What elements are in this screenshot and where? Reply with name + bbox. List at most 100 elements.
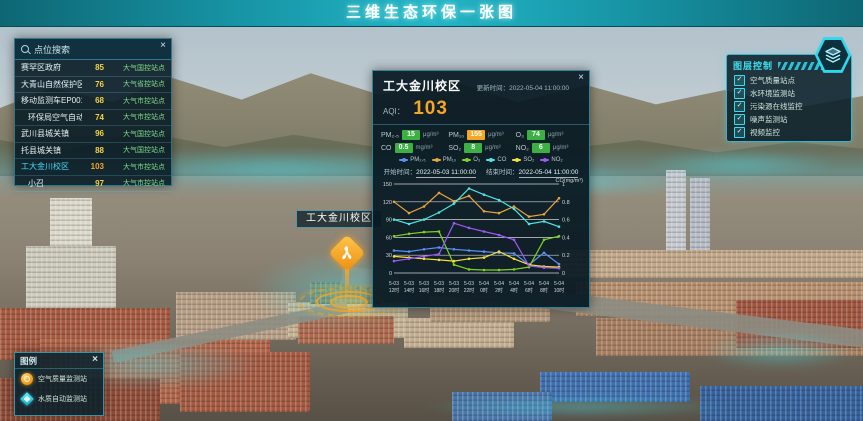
chart-legend-item[interactable]: NO₂: [540, 157, 563, 163]
layer-item[interactable]: ✓ 水环境监测站: [727, 87, 851, 100]
station-list: 赛罕区政府 85 大气国控站点 大青山自然保护区 76 大气省控站点移动监测车EP001 6…: [15, 60, 171, 192]
close-icon[interactable]: ×: [160, 40, 166, 51]
svg-text:5-03: 5-03: [419, 281, 429, 287]
popup-header: 工大金川校区 更新时间：2022-05-04 11:00:00 ×: [373, 71, 589, 96]
station-list-item[interactable]: 移动监测车EP001 68 大气市控站点: [15, 93, 171, 110]
pollutant-label: PM₁₀: [448, 131, 465, 139]
pollutant-trend-chart[interactable]: 0 30 60 90 120 150 0 0.2 0.4 0.6 0.8 1 CO(mg/m³) 5-03…: [373, 177, 589, 304]
pollutant-value-chip: 155: [467, 130, 486, 140]
station-type: 大气市控站点: [123, 163, 165, 171]
layer-item[interactable]: ✓ 污染源在线监控: [727, 100, 851, 113]
legend-item: 水质自动监测站: [15, 389, 103, 409]
station-list-item[interactable]: 工大金川校区 103 大气市控站点: [15, 159, 171, 176]
svg-text:5-04: 5-04: [494, 281, 504, 287]
layer-label: 污染源在线监控: [750, 102, 803, 111]
svg-text:14时: 14时: [404, 287, 415, 294]
svg-text:0.2: 0.2: [562, 253, 570, 259]
legend-items: 空气质量监测站 水质自动监测站: [15, 369, 103, 409]
legend-panel-title: 图例: [20, 355, 38, 366]
pollutant-unit: mg/m³: [415, 145, 433, 151]
building: [298, 316, 394, 344]
chart-legend-item[interactable]: PM₁₀: [431, 157, 456, 163]
legend-marker: [431, 158, 441, 162]
station-name: 大青山自然保护区: [21, 79, 82, 89]
building: [540, 372, 690, 402]
svg-text:5-04: 5-04: [509, 281, 519, 287]
svg-text:5-03: 5-03: [464, 281, 474, 287]
station-name: 移动监测车EP001: [21, 96, 82, 106]
svg-text:5-04: 5-04: [539, 281, 549, 287]
chart-legend-item[interactable]: O₃: [462, 157, 480, 163]
station-aqi-value: 96: [95, 129, 104, 139]
close-icon[interactable]: ×: [92, 354, 98, 365]
legend-marker: [540, 158, 550, 162]
checkbox-checked-icon[interactable]: ✓: [734, 88, 745, 99]
station-list-item[interactable]: 托县城关镇 88 大气国控站点: [15, 143, 171, 159]
pollutant-label: PM₂.₅: [381, 131, 399, 139]
cyan-glow: [420, 396, 740, 418]
pollutant-value-chip: 6: [531, 143, 550, 153]
svg-text:0.6: 0.6: [562, 218, 570, 224]
svg-text:0.4: 0.4: [562, 235, 570, 241]
close-icon[interactable]: ×: [578, 72, 584, 83]
pollutant-value-chip: 0.5: [394, 143, 413, 153]
water-station-icon: [20, 392, 34, 406]
checkbox-checked-icon[interactable]: ✓: [734, 101, 745, 112]
legend-marker: [486, 158, 496, 162]
layers-icon: [814, 36, 852, 74]
svg-text:18时: 18时: [434, 287, 445, 294]
station-type: 大气市控站点: [123, 180, 165, 188]
station-list-item[interactable]: 小召 97 大气市控站点: [15, 176, 171, 192]
pollutant-unit: μg/m³: [547, 132, 564, 138]
station-map-label: 工大金川校区: [296, 210, 382, 228]
station-list-item[interactable]: 赛罕区政府 85 大气国控站点: [15, 60, 171, 77]
chart-legend-item[interactable]: CO: [486, 157, 506, 163]
station-type: 大气国控站点: [123, 130, 165, 138]
pollutant-unit: μg/m³: [485, 145, 501, 151]
station-aqi-value: 103: [90, 162, 104, 172]
checkbox-checked-icon[interactable]: ✓: [734, 114, 745, 125]
building: [700, 386, 863, 421]
app-header: 三维生态环保一张图: [0, 0, 863, 27]
svg-text:8时: 8时: [540, 287, 548, 294]
layers-toggle-button[interactable]: [814, 36, 852, 74]
layer-item[interactable]: ✓ 噪声监测站: [727, 113, 851, 126]
layer-item[interactable]: ✓ 视频监控: [727, 126, 851, 139]
station-list-item[interactable]: 环保局空气自动站 74 大气市控站点: [15, 110, 171, 126]
start-time-picker[interactable]: 2022-05-03 11:00:00: [416, 169, 476, 178]
station-marker[interactable]: [328, 234, 366, 272]
svg-text:150: 150: [383, 182, 392, 188]
station-aqi-value: 97: [95, 178, 104, 188]
layer-item[interactable]: ✓ 空气质量站点: [727, 74, 851, 87]
svg-text:5-04: 5-04: [524, 281, 534, 287]
marker-stem: [345, 268, 349, 296]
svg-text:5-03: 5-03: [404, 281, 414, 287]
layer-list: ✓ 空气质量站点 ✓ 水环境监测站 ✓ 污染源在线监控 ✓ 噪声监测站 ✓ 视频监控: [727, 74, 851, 139]
svg-text:120: 120: [383, 200, 392, 206]
popup-title: 工大金川校区: [383, 79, 462, 93]
start-time: 开始时间：2022-05-03 11:00:00: [384, 166, 476, 178]
checkbox-checked-icon[interactable]: ✓: [734, 127, 745, 138]
chart-legend-item[interactable]: SO₂: [512, 157, 534, 163]
map-legend-panel: 图例 × 空气质量监测站 水质自动监测站: [14, 352, 104, 416]
pollutant-unit: μg/m³: [422, 132, 439, 138]
pollutant-unit: μg/m³: [552, 145, 569, 151]
end-time-picker[interactable]: 2022-05-04 11:00:00: [518, 169, 579, 178]
station-list-item[interactable]: 大青山自然保护区 76 大气省控站点: [15, 77, 171, 93]
legend-label: NO₂: [551, 157, 563, 163]
marker-pulse-ring-inner: [330, 295, 368, 309]
aqi-label: AQI：: [383, 107, 405, 116]
legend-label: PM₂.₅: [410, 157, 426, 163]
legend-marker: [399, 158, 409, 162]
checkbox-checked-icon[interactable]: ✓: [734, 75, 745, 86]
pollutant-unit: μg/m³: [488, 132, 504, 138]
chart-legend-item[interactable]: PM₂.₅: [399, 157, 426, 163]
page-title: 三维生态环保一张图: [345, 4, 517, 21]
svg-text:10时: 10时: [554, 287, 565, 294]
station-aqi-value: 68: [95, 96, 104, 106]
station-list-item[interactable]: 武川县城关镇 96 大气国控站点: [15, 126, 171, 143]
pollutant-cell: SO₂ 8 μg/m³: [448, 143, 513, 153]
pollutant-cell: PM₁₀ 155 μg/m³: [448, 130, 513, 140]
svg-text:5-03: 5-03: [449, 281, 459, 287]
layer-panel-header: 图层控制: [727, 55, 851, 74]
